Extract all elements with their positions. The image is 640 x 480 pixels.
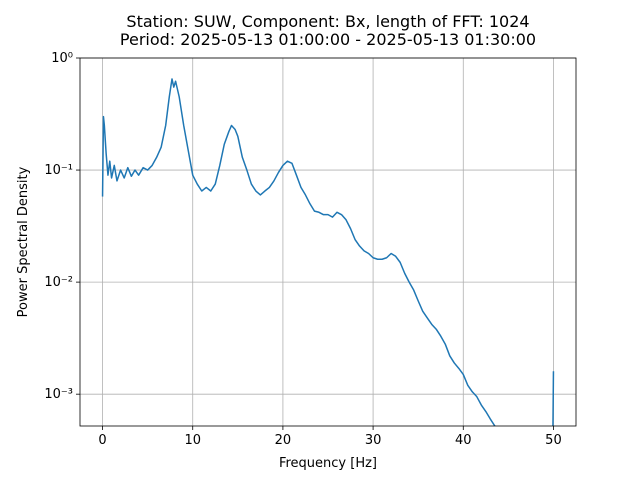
x-axis-label: Frequency [Hz]	[279, 456, 377, 471]
x-tick-label: 50	[545, 433, 562, 448]
data-line	[101, 78, 555, 426]
chart-subtitle: Period: 2025-05-13 01:00:00 - 2025-05-13…	[120, 30, 536, 49]
x-tick-label: 0	[98, 433, 106, 448]
x-tick-label: 10	[184, 433, 201, 448]
chart-title: Station: SUW, Component: Bx, length of F…	[126, 12, 529, 31]
y-tick-label: 10⁰	[51, 51, 73, 66]
axes-frame	[79, 57, 577, 427]
y-tick-label: 10⁻²	[44, 275, 73, 290]
x-tick-label: 20	[275, 433, 292, 448]
plot-area	[101, 78, 555, 426]
y-axis-label: Power Spectral Density	[16, 166, 31, 317]
x-tick-label: 30	[365, 433, 382, 448]
y-tick-label: 10⁻³	[44, 387, 73, 402]
y-tick-label: 10⁻¹	[44, 163, 73, 178]
x-tick-label: 40	[455, 433, 472, 448]
